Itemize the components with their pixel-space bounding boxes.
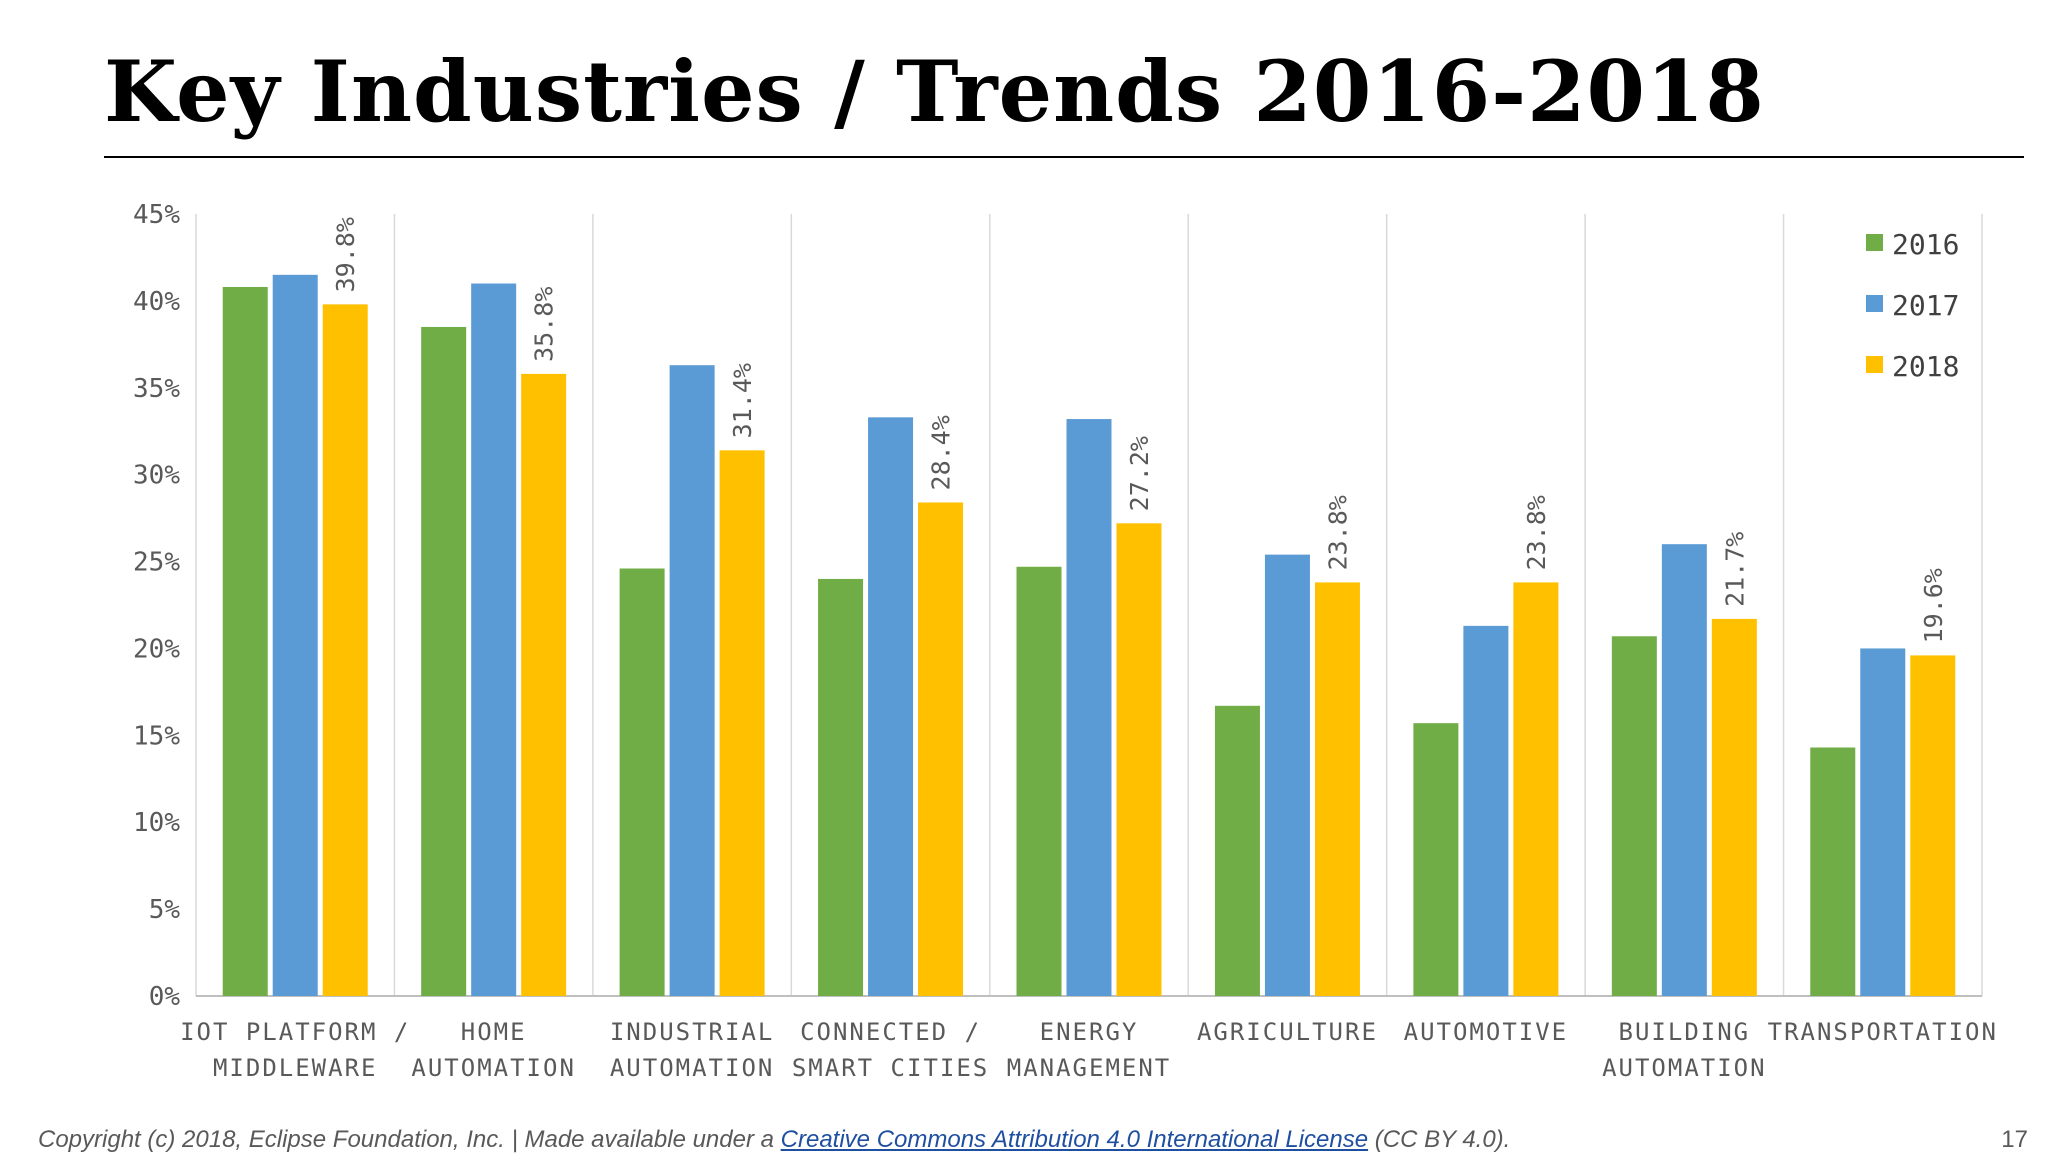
license-link[interactable]: Creative Commons Attribution 4.0 Interna… — [780, 1126, 1369, 1153]
data-label: 23.8% — [1323, 495, 1352, 570]
bars-group — [222, 274, 1956, 997]
bar-2016 — [1810, 747, 1856, 996]
bar-2017 — [669, 365, 715, 997]
copyright-footer: Copyright (c) 2018, Eclipse Foundation, … — [38, 1126, 1510, 1154]
slide-title: Key Industries / Trends 2016-2018 — [104, 42, 1765, 141]
y-tick-label: 10% — [133, 808, 180, 838]
data-label: 21.7% — [1720, 532, 1749, 607]
category-label: HOME — [461, 1018, 527, 1046]
bar-2016 — [421, 326, 467, 996]
footer-suffix: (CC BY 4.0). — [1368, 1126, 1511, 1153]
legend-swatch-2017 — [1866, 295, 1883, 312]
bar-2018 — [322, 304, 368, 996]
bar-2016 — [1214, 705, 1260, 996]
category-label: SMART CITIES — [792, 1054, 989, 1082]
category-label: TRANSPORTATION — [1768, 1018, 1998, 1046]
bar-2017 — [1860, 648, 1906, 996]
legend-label: 2017 — [1892, 289, 1959, 322]
y-tick-label: 5% — [149, 895, 181, 925]
bar-2016 — [222, 286, 268, 996]
footer-prefix: Copyright (c) 2018, Eclipse Foundation, … — [38, 1126, 781, 1153]
bar-2017 — [1661, 544, 1707, 996]
category-label: ENERGY — [1040, 1018, 1139, 1046]
legend-swatch-2018 — [1866, 356, 1883, 373]
bar-2017 — [1066, 419, 1112, 997]
category-label: AUTOMATION — [411, 1054, 576, 1082]
category-label: INDUSTRIAL — [610, 1018, 775, 1046]
bar-2016 — [1611, 636, 1657, 996]
y-tick-label: 30% — [133, 461, 180, 491]
legend: 2016 2017 2018 — [1866, 228, 1959, 383]
bar-2018 — [1116, 523, 1162, 996]
bar-2016 — [1016, 566, 1062, 996]
data-label: 19.6% — [1919, 568, 1948, 643]
category-label: AUTOMATION — [610, 1054, 775, 1082]
title-divider — [104, 156, 2024, 158]
bar-2018 — [1711, 618, 1757, 996]
data-label: 23.8% — [1522, 495, 1551, 570]
data-label: 35.8% — [530, 287, 559, 362]
y-tick-label: 45% — [133, 200, 180, 230]
category-label: MIDDLEWARE — [213, 1054, 378, 1082]
bar-2018 — [1314, 582, 1360, 996]
category-label: AGRICULTURE — [1197, 1018, 1378, 1046]
bar-2018 — [1513, 582, 1559, 996]
data-label: 27.2% — [1125, 436, 1154, 511]
page-number: 17 — [2001, 1126, 2028, 1153]
bar-2017 — [272, 274, 318, 996]
bar-2017 — [1264, 554, 1310, 996]
bar-2017 — [1463, 625, 1509, 996]
bar-2016 — [818, 578, 864, 996]
bar-2017 — [471, 283, 517, 996]
y-tick-label: 15% — [133, 721, 180, 751]
category-label: AUTOMOTIVE — [1404, 1018, 1569, 1046]
legend-label: 2018 — [1892, 350, 1959, 383]
labels-group: 39.8% IOT PLATFORM / MIDDLEWARE 35.8% HOME AU… — [180, 217, 1998, 1082]
category-label: AUTOMATION — [1602, 1054, 1767, 1082]
bar-2018 — [918, 502, 964, 996]
y-tick-label: 20% — [133, 634, 180, 664]
y-tick-label: 40% — [133, 287, 180, 317]
axis-group: 0% 5% 10% 15% 20% 25% 30% 35% 40% 45% — [133, 200, 1983, 1012]
category-label: MANAGEMENT — [1007, 1054, 1172, 1082]
y-tick-label: 35% — [133, 374, 180, 404]
bar-2016 — [1413, 723, 1459, 996]
category-label: BUILDING — [1619, 1018, 1751, 1046]
bar-2018 — [1910, 655, 1956, 996]
data-label: 31.4% — [728, 363, 757, 438]
category-label: IOT PLATFORM / — [180, 1018, 410, 1046]
data-label: 39.8% — [331, 217, 360, 292]
legend-swatch-2016 — [1866, 234, 1883, 251]
bar-2017 — [868, 417, 914, 996]
category-label: CONNECTED / — [800, 1018, 981, 1046]
bar-2018 — [719, 450, 765, 996]
legend-label: 2016 — [1892, 228, 1959, 261]
bar-2016 — [619, 568, 665, 996]
data-label: 28.4% — [927, 415, 956, 490]
bar-2018 — [521, 373, 567, 996]
y-tick-label: 25% — [133, 548, 180, 578]
y-tick-label: 0% — [149, 982, 181, 1012]
